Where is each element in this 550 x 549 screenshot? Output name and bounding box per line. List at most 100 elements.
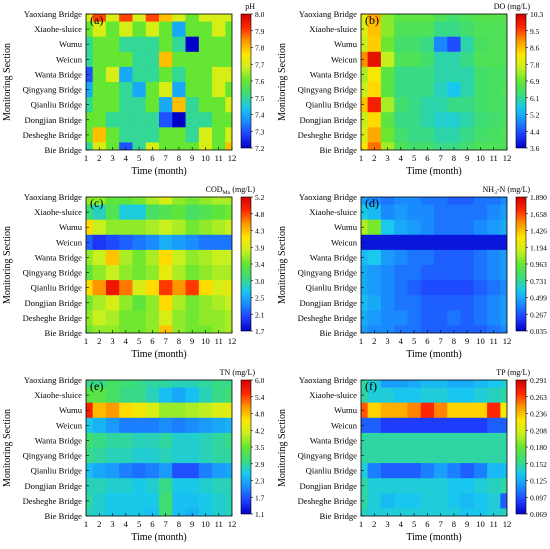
heatmap-cell <box>447 234 462 251</box>
heatmap-cell <box>185 380 200 389</box>
heatmap-cell <box>145 197 160 206</box>
heatmap-cell <box>145 508 160 516</box>
heatmap-cell <box>159 448 173 464</box>
heatmap-cell <box>159 127 173 144</box>
heatmap-cell <box>447 66 462 83</box>
x-tick-label: 2 <box>372 336 376 346</box>
heatmap-cell <box>132 204 147 221</box>
heatmap-cell <box>367 380 382 389</box>
plot-frame <box>360 13 508 151</box>
colorbar-tick-label: 9.5 <box>530 27 540 36</box>
heatmap-cell <box>420 448 435 464</box>
heatmap-cell <box>447 249 462 266</box>
y-tick-label: Desheghe Bridge <box>298 496 358 506</box>
heatmap-cell <box>420 402 435 419</box>
x-tick-label: 1 <box>359 336 363 346</box>
heatmap-cells <box>86 380 232 516</box>
heatmap-cell <box>500 380 507 389</box>
heatmap-cell <box>132 448 147 464</box>
heatmap-cell <box>407 249 422 266</box>
heatmap-cell <box>212 325 226 333</box>
x-tick-label: 3 <box>110 153 114 163</box>
heatmap-cell <box>367 249 382 266</box>
heatmap-cell <box>380 508 395 516</box>
heatmap-cell <box>460 295 475 311</box>
colorbar-tick-label: 0.180 <box>530 443 547 452</box>
heatmap-cell <box>487 204 501 221</box>
heatmap-cell <box>159 14 173 23</box>
heatmap-cell <box>361 380 369 389</box>
y-tick-label: Weicun <box>56 420 83 430</box>
heatmap-cell <box>172 325 187 333</box>
heatmap-cell <box>92 112 107 128</box>
heatmap-cell <box>487 448 501 464</box>
heatmap-cell <box>172 66 187 83</box>
heatmap-cell <box>172 280 187 296</box>
x-tick-label: 12 <box>228 153 237 163</box>
heatmap-cell <box>92 478 107 494</box>
x-tick-label: 10 <box>201 519 210 529</box>
colorbar-tick-label: 4.2 <box>255 426 265 435</box>
heatmap-cell <box>92 493 107 510</box>
heatmap-cells <box>361 14 507 150</box>
heatmap-cell <box>185 463 200 479</box>
heatmap-cell <box>361 204 369 221</box>
y-tick-label: Wanta Bridge <box>310 252 357 262</box>
x-axis-title: Time (month) <box>406 166 461 177</box>
heatmap-cell <box>159 417 173 434</box>
heatmap-cell <box>212 234 226 251</box>
heatmap-cell <box>159 387 173 404</box>
heatmap-cell <box>380 51 395 68</box>
heatmap-cell <box>394 142 409 150</box>
colorbar-title: CODMn (mg/L) <box>206 185 256 196</box>
colorbar-tick-label: 4.8 <box>255 410 265 419</box>
heatmap-cell <box>86 51 94 68</box>
colorbar-tick-label: 1.890 <box>530 193 547 202</box>
x-tick-label: 1 <box>359 153 363 163</box>
heatmap-cell <box>361 478 369 494</box>
heatmap-cell <box>198 265 213 281</box>
heatmap-cell <box>119 21 134 38</box>
heatmap-cell <box>394 36 409 53</box>
y-tick-label: Bie Bridge <box>45 511 83 521</box>
heatmap-cell <box>500 463 507 479</box>
heatmap-cell <box>198 204 213 221</box>
heatmap-cell <box>159 51 173 68</box>
heatmap-cell <box>473 478 488 494</box>
heatmap-cell <box>487 234 501 251</box>
heatmap-cell <box>225 265 232 281</box>
colorbar <box>240 379 252 515</box>
heatmap-cell <box>159 463 173 479</box>
heatmap-cell <box>420 36 435 53</box>
heatmap-cell <box>361 387 369 404</box>
heatmap-cell <box>132 36 147 53</box>
colorbar-tick-label: 1.7 <box>255 327 265 336</box>
x-tick-label: 8 <box>177 336 181 346</box>
heatmap-cell <box>92 197 107 206</box>
heatmap-cell <box>119 478 134 494</box>
heatmap-cell <box>159 112 173 128</box>
heatmap-cell <box>460 432 475 449</box>
heatmap-cell <box>473 66 488 83</box>
heatmap-cell <box>105 36 120 53</box>
heatmap-cell <box>159 478 173 494</box>
x-tick-label: 7 <box>438 519 443 529</box>
heatmap-cell <box>159 325 173 333</box>
heatmap-cell <box>185 402 200 419</box>
heatmap-cell <box>119 219 134 236</box>
heatmap-cell <box>361 97 369 113</box>
heatmap-cell <box>172 417 187 434</box>
colorbar-tick-label: 6.1 <box>530 94 540 103</box>
heatmap-cell <box>86 97 94 113</box>
x-tick-label: 12 <box>503 336 512 346</box>
heatmap-cell <box>460 463 475 479</box>
x-axis-title: Time (month) <box>131 532 186 543</box>
colorbar-tick-label: 5.2 <box>255 193 265 202</box>
heatmap-cell <box>86 127 94 144</box>
x-tick-label: 11 <box>215 336 223 346</box>
heatmap-cell <box>420 82 435 98</box>
heatmap-cell <box>500 204 507 221</box>
heatmap-cell <box>361 249 369 266</box>
heatmap-cell <box>420 97 435 113</box>
